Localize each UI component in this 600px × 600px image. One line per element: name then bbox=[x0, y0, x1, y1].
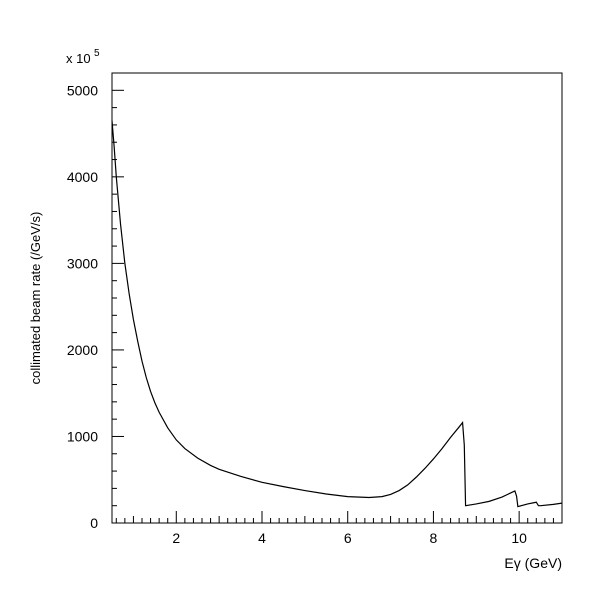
x-tick-label: 10 bbox=[511, 530, 527, 546]
x-tick-label: 4 bbox=[258, 530, 266, 546]
y-tick-label: 5000 bbox=[67, 82, 98, 98]
y-axis-label: collimated beam rate (/GeV/s) bbox=[28, 212, 43, 385]
plot-layer: 2 4 6 8 10 0 1000 2000 3000 4000 5000 bbox=[67, 72, 563, 546]
x-tick-label: 2 bbox=[172, 530, 180, 546]
y-tick-label: 1000 bbox=[67, 428, 98, 444]
x-tick-label: 8 bbox=[430, 530, 438, 546]
plot-frame bbox=[111, 72, 563, 524]
y-tick-label: 4000 bbox=[67, 169, 98, 185]
x-tick-label: 6 bbox=[344, 530, 352, 546]
x-axis-label: Eγ (GeV) bbox=[504, 555, 562, 571]
y-tick-label: 0 bbox=[90, 515, 98, 531]
y-tick-label: 3000 bbox=[67, 255, 98, 271]
y-tick-label: 2000 bbox=[67, 342, 98, 358]
series-line bbox=[111, 120, 563, 508]
y-multiplier-exponent: 5 bbox=[94, 48, 100, 59]
y-multiplier-label: x 10 bbox=[66, 51, 91, 66]
